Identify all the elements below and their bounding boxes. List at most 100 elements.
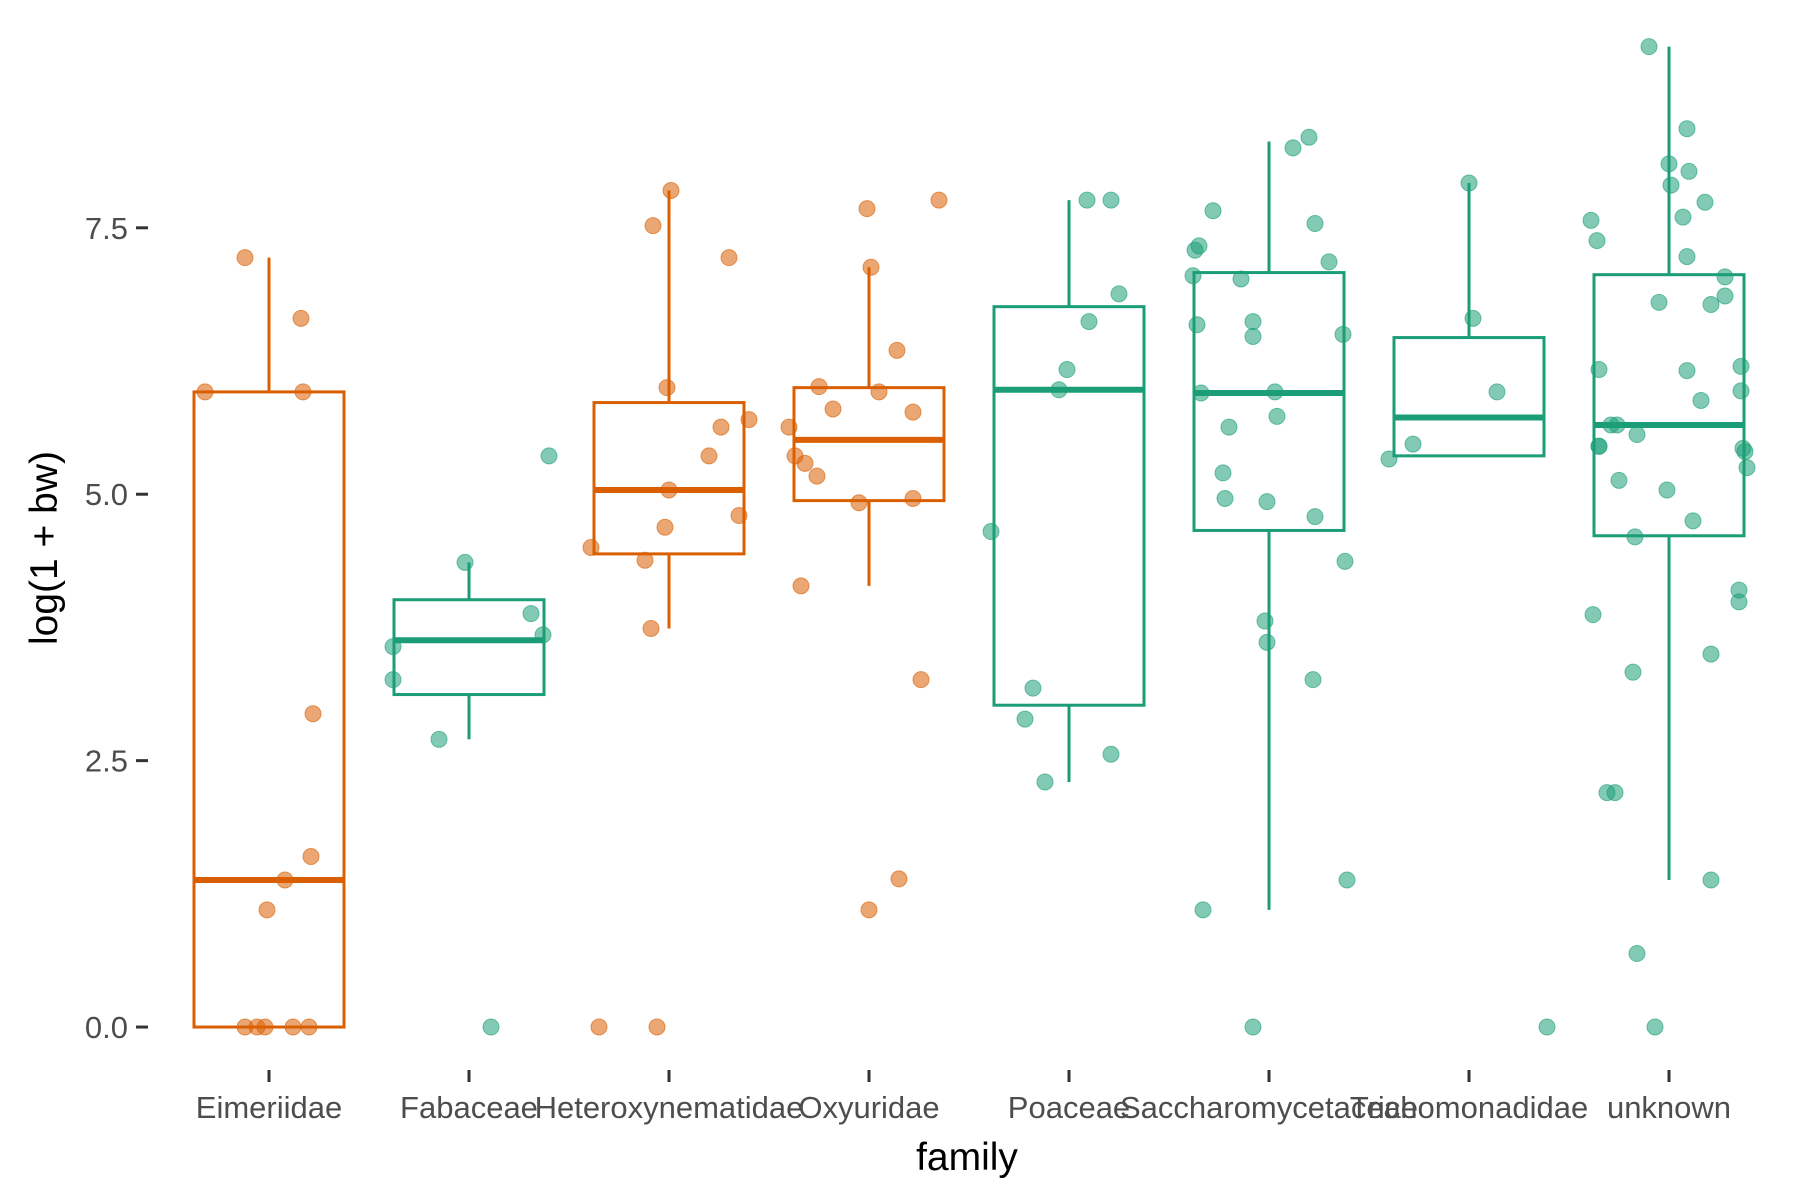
data-point: [1716, 287, 1734, 305]
data-point: [284, 1018, 302, 1036]
data-point: [1258, 633, 1276, 651]
data-point: [1190, 237, 1208, 255]
data-point: [1016, 710, 1034, 728]
data-point: [660, 481, 678, 499]
data-point: [1334, 325, 1352, 343]
data-point: [1732, 382, 1750, 400]
data-point: [1692, 391, 1710, 409]
box-group: [1184, 128, 1356, 1036]
data-point: [1256, 612, 1274, 630]
x-tick-label: Poaceae: [1008, 1090, 1130, 1125]
y-tick-label: 7.5: [85, 211, 128, 246]
data-point: [1674, 208, 1692, 226]
data-point: [384, 671, 402, 689]
data-point: [644, 217, 662, 235]
data-point: [700, 447, 718, 465]
data-point: [276, 871, 294, 889]
data-point: [1036, 773, 1054, 791]
data-point: [1488, 383, 1506, 401]
x-axis-title: family: [916, 1136, 1018, 1179]
data-point: [1590, 437, 1608, 455]
box-group: [780, 191, 948, 919]
data-point: [1678, 120, 1696, 138]
x-tick-label: Fabaceae: [400, 1090, 538, 1125]
box-group: [982, 191, 1146, 791]
data-point: [1244, 1018, 1262, 1036]
data-point: [430, 730, 448, 748]
data-point: [1214, 464, 1232, 482]
data-point: [1184, 267, 1202, 285]
data-point: [1702, 645, 1720, 663]
data-point: [720, 249, 738, 267]
y-axis-title: log(1 + bw): [23, 451, 66, 645]
box-group: [384, 447, 558, 1036]
data-point: [1538, 1018, 1556, 1036]
y-axis: 0.0 2.5 5.0 7.5: [85, 211, 148, 1045]
data-point: [1380, 450, 1398, 468]
data-point: [1696, 193, 1714, 211]
data-point: [1336, 552, 1354, 570]
data-point: [1702, 871, 1720, 889]
y-tick-label: 2.5: [85, 744, 128, 779]
data-point: [456, 553, 474, 571]
data-point: [1080, 313, 1098, 331]
data-point: [636, 551, 654, 569]
x-tick-label: Eimeriidae: [196, 1090, 342, 1125]
data-point: [930, 191, 948, 209]
data-point: [904, 403, 922, 421]
data-point: [982, 523, 1000, 541]
box-group: [582, 182, 758, 1036]
y-tick-label: 5.0: [85, 477, 128, 512]
data-point: [1716, 268, 1734, 286]
data-point: [870, 383, 888, 401]
data-point: [740, 411, 758, 429]
data-point: [522, 605, 540, 623]
data-point: [730, 507, 748, 525]
data-point: [656, 518, 674, 536]
data-point: [1338, 871, 1356, 889]
data-point: [302, 848, 320, 866]
data-point: [1590, 361, 1608, 379]
box-group: [192, 249, 346, 1036]
data-point: [534, 626, 552, 644]
box-iqr: [1392, 336, 1546, 458]
data-point: [860, 901, 878, 919]
data-point: [796, 454, 814, 472]
data-point: [858, 200, 876, 218]
x-tick-label: Saccharomycetaceae: [1120, 1090, 1418, 1125]
data-point: [1678, 362, 1696, 380]
data-point: [1102, 191, 1120, 209]
data-point: [1058, 361, 1076, 379]
data-point: [1738, 459, 1756, 477]
data-point: [808, 467, 826, 485]
data-point: [1266, 383, 1284, 401]
data-point: [658, 379, 676, 397]
box-iqr: [392, 598, 546, 697]
data-point: [1626, 528, 1644, 546]
data-point: [1192, 384, 1210, 402]
data-point: [1258, 493, 1276, 511]
data-point: [1610, 471, 1628, 489]
data-point: [662, 182, 680, 200]
box-iqr: [792, 386, 946, 503]
data-point: [1404, 435, 1422, 453]
data-point: [810, 378, 828, 396]
data-point: [1662, 176, 1680, 194]
box-iqr: [192, 390, 346, 1029]
data-point: [712, 418, 730, 436]
data-point: [648, 1018, 666, 1036]
data-point: [1608, 416, 1626, 434]
data-point: [1306, 508, 1324, 526]
data-point: [1624, 663, 1642, 681]
data-point: [1306, 215, 1324, 233]
data-point: [1678, 248, 1696, 266]
data-point: [258, 901, 276, 919]
data-point: [1680, 162, 1698, 180]
box-group: [1582, 38, 1756, 1036]
data-point: [1110, 285, 1128, 303]
data-point: [294, 383, 312, 401]
data-point: [1320, 253, 1338, 271]
x-tick-label: Oxyuridae: [798, 1090, 939, 1125]
plot-area: [192, 38, 1756, 1036]
data-point: [1650, 293, 1668, 311]
